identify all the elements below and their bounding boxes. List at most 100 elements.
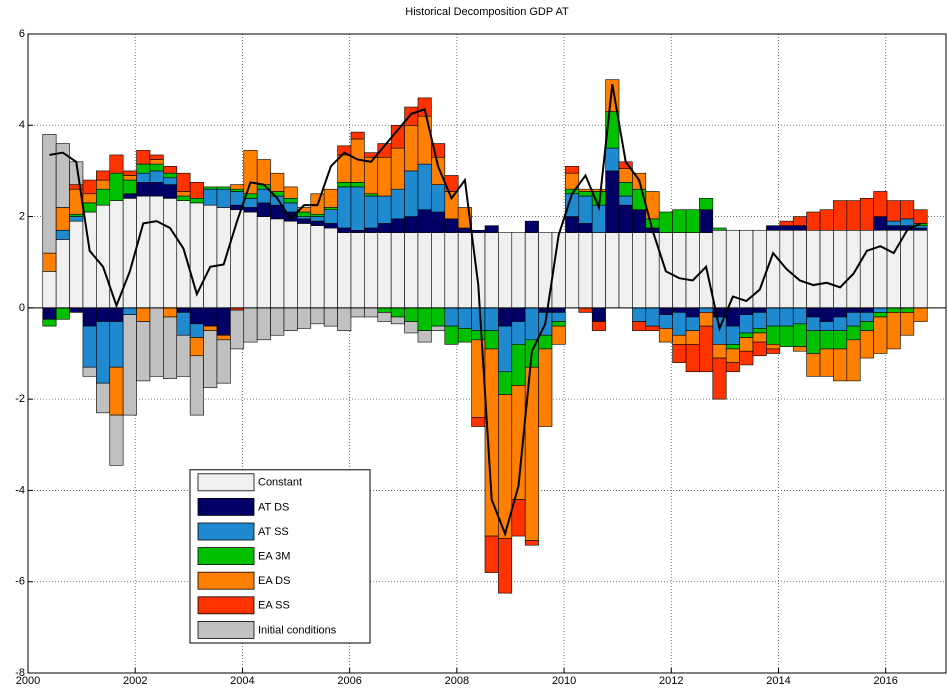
legend: Constant AT DS AT SS EA 3M EA DS EA SS Initial…: [189, 469, 371, 644]
bar-segment: [364, 307, 379, 318]
bar-segment: [176, 307, 191, 313]
bar-segment: [136, 150, 151, 165]
bar-segment: [618, 204, 633, 233]
bar-segment: [270, 307, 285, 336]
bar-segment: [712, 357, 727, 400]
bar-segment: [792, 216, 807, 226]
bar-segment: [297, 307, 312, 329]
bar-segment: [873, 316, 888, 354]
bar-segment: [632, 209, 647, 233]
bar-segment: [82, 366, 97, 377]
bar-segment: [766, 229, 781, 309]
bar-segment: [859, 330, 874, 359]
legend-swatch: [197, 547, 255, 565]
bar-segment: [283, 220, 298, 309]
bar-segment: [350, 229, 365, 233]
bar-segment: [699, 198, 714, 211]
bar-segment: [390, 218, 405, 233]
bar-segment: [69, 213, 84, 217]
bar-segment: [833, 316, 848, 331]
bar-segment: [337, 227, 352, 233]
bar-segment: [819, 229, 834, 309]
bar-segment: [230, 188, 245, 192]
bar-segment: [806, 316, 821, 331]
bar-segment: [189, 182, 204, 199]
bar-segment: [792, 229, 807, 309]
bar-segment: [766, 348, 781, 354]
bar-segment: [149, 163, 164, 172]
bar-segment: [605, 170, 620, 233]
bar-segment: [685, 232, 700, 309]
bar-segment: [886, 220, 901, 226]
bar-segment: [96, 382, 111, 414]
bar-segment: [792, 307, 807, 325]
bar-segment: [766, 325, 781, 345]
lines: [49, 84, 921, 537]
bar-segment: [457, 307, 472, 329]
bar-segment: [779, 225, 794, 231]
bar-segment: [538, 334, 553, 350]
bar-segment: [163, 177, 178, 185]
bar-segment: [618, 182, 633, 197]
bar-segment: [136, 163, 151, 174]
bar-segment: [444, 307, 459, 327]
axes: -8 -6 -4 -2 0 2 4 6 2000 2002 2004 2006 2008 2010 2012…: [15, 28, 947, 687]
bar-segment: [484, 330, 499, 350]
chart-title: Historical Decomposition GDP AT: [405, 6, 569, 18]
bar-segment: [203, 188, 218, 206]
bar-segment: [886, 229, 901, 309]
bar-segment: [109, 321, 124, 368]
legend-swatch: [197, 596, 255, 615]
bar-segment: [471, 417, 486, 427]
legend-label: Initial conditions: [258, 624, 337, 636]
bar-segment: [364, 193, 379, 197]
bar-segment: [163, 316, 178, 379]
bar-segment: [364, 227, 379, 233]
bar-segment: [122, 170, 137, 176]
bar-segment: [457, 232, 472, 309]
bar-segment: [444, 191, 459, 220]
bar-segment: [96, 321, 111, 384]
bar-segment: [846, 200, 861, 231]
bar-segment: [417, 97, 432, 117]
bar-segment: [323, 307, 338, 327]
bar-segment: [323, 188, 338, 208]
bar-segment: [96, 204, 111, 309]
legend-swatch: [197, 522, 255, 541]
bar-segment: [323, 227, 338, 309]
bar-segment: [524, 307, 539, 341]
bar-segment: [752, 328, 767, 334]
bar-segment: [712, 229, 727, 309]
bar-segment: [69, 216, 84, 222]
bar-segment: [618, 168, 633, 183]
bar-segment: [163, 307, 178, 318]
bar-segment: [833, 229, 848, 309]
bar-segment: [149, 182, 164, 197]
bar-segment: [618, 232, 633, 309]
bar-segment: [176, 312, 191, 336]
x-tick-label: 2012: [659, 675, 683, 686]
bar-segment: [859, 321, 874, 331]
bar-segment: [725, 362, 740, 373]
bar-segment: [685, 209, 700, 233]
bar-segment: [524, 220, 539, 233]
x-tick-label: 2008: [445, 675, 469, 686]
bar-segment: [471, 229, 486, 233]
bar-segment: [431, 156, 446, 185]
bar-segment: [297, 223, 312, 309]
bar-segment: [216, 334, 231, 341]
bar-segment: [900, 307, 915, 313]
bar-segment: [203, 204, 218, 309]
bar-segment: [136, 172, 151, 183]
bar-segment: [136, 307, 151, 322]
x-tick-label: 2014: [766, 675, 790, 686]
bar-segment: [806, 330, 821, 354]
bar-segment: [364, 195, 379, 229]
bar-segment: [377, 195, 392, 224]
y-tick-label: 2: [19, 210, 25, 222]
bar-segment: [578, 223, 593, 233]
bar-segment: [685, 330, 700, 345]
bar-segment: [310, 225, 325, 309]
bar-segment: [55, 307, 70, 320]
